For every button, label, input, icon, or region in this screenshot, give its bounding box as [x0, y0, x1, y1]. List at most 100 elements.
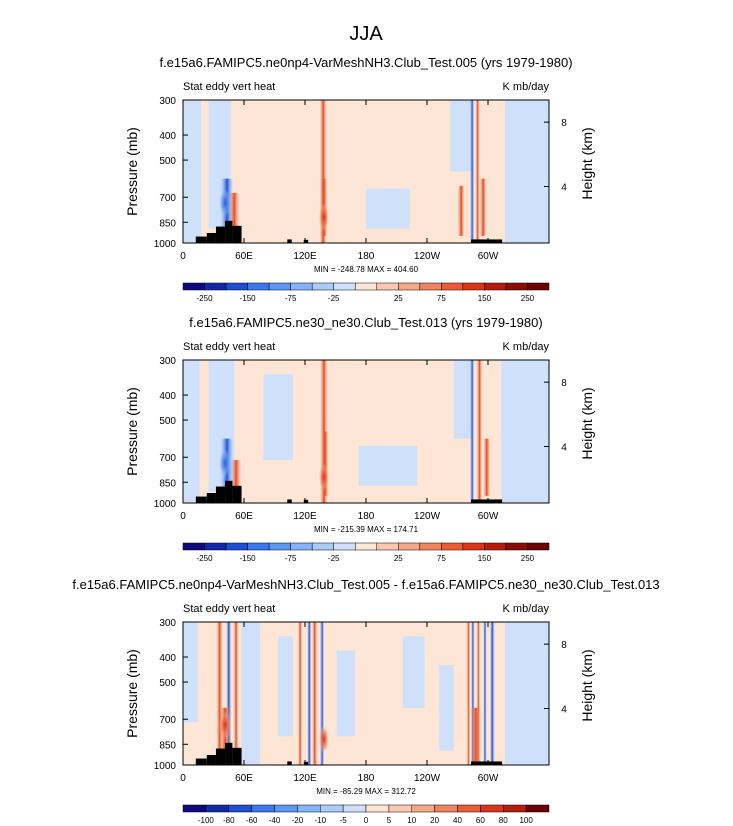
negative-anomaly-region [402, 636, 425, 708]
colorbar-swatch [311, 542, 334, 551]
y-right-tick-label: 8 [561, 118, 567, 129]
colorbar-label: 40 [453, 816, 462, 825]
colorbar-label: -250 [197, 294, 214, 303]
x-tick-label: 0 [180, 511, 186, 522]
y-tick-label: 700 [159, 193, 176, 204]
colorbar-swatch [527, 542, 550, 551]
colorbar-label: -150 [240, 554, 257, 563]
field-name-label: Stat eddy vert heat [183, 81, 275, 93]
panel-1: f.e15a6.FAMIPC5.ne0np4-VarMeshNH3.Club_T… [124, 55, 595, 303]
y-tick-label: 500 [159, 416, 176, 427]
colorbar-swatch [376, 282, 399, 291]
colorbar-swatch [225, 542, 248, 551]
x-tick-label: 0 [180, 773, 186, 784]
colorbar-swatch [505, 542, 528, 551]
topography-mask [287, 761, 292, 765]
x-tick-label: 180 [358, 773, 375, 784]
colorbar-swatch [434, 804, 458, 813]
x-tick-label: 60W [478, 511, 499, 522]
low-level-anomaly [318, 463, 329, 492]
panel-title: f.e15a6.FAMIPC5.ne30_ne30.Club_Test.013 … [189, 315, 542, 330]
x-tick-label: 120E [293, 773, 317, 784]
colorbar-label: 25 [394, 294, 403, 303]
x-tick-label: 60E [235, 251, 253, 262]
colorbar-swatch [441, 282, 464, 291]
x-tick-label: 60E [235, 773, 253, 784]
colorbar-swatch [268, 282, 291, 291]
colorbar-swatch [398, 282, 421, 291]
topography-mask [206, 232, 216, 243]
negative-anomaly-region [358, 445, 418, 486]
y-tick-label: 1000 [154, 761, 177, 772]
colorbar-label: -75 [285, 294, 297, 303]
colorbar-swatch [182, 542, 205, 551]
colorbar-label: -40 [269, 816, 281, 825]
topography-mask [287, 499, 292, 503]
colorbar-swatch [268, 542, 291, 551]
colorbar-swatch [457, 804, 481, 813]
min-max-stats: MIN = -248.78 MAX = 404.60 [314, 265, 419, 274]
y-tick-label: 700 [159, 715, 176, 726]
positive-heating-band [476, 360, 483, 503]
colorbar-label: 75 [437, 554, 446, 563]
colorbar-label: 80 [499, 816, 508, 825]
y-right-tick-label: 8 [561, 378, 567, 389]
topography-mask [232, 225, 242, 243]
negative-anomaly-region [505, 100, 549, 243]
colorbar-swatch [333, 282, 356, 291]
colorbar-swatch [297, 804, 321, 813]
colorbar-label: -25 [328, 554, 340, 563]
x-tick-label: 120E [293, 511, 317, 522]
min-max-stats: MIN = -215.39 MAX = 174.71 [314, 525, 419, 534]
colorbar-label: 20 [430, 816, 439, 825]
negative-anomaly-region [450, 100, 473, 172]
y-tick-label: 1000 [154, 239, 177, 250]
x-tick-label: 0 [180, 251, 186, 262]
colorbar-label: 5 [387, 816, 392, 825]
figure-title: JJA [349, 23, 383, 45]
topography-mask [206, 754, 216, 765]
colorbar-label: 10 [407, 816, 416, 825]
colorbar-label: 60 [476, 816, 485, 825]
x-tick-label: 180 [358, 251, 375, 262]
low-level-anomaly [219, 710, 232, 739]
topography-mask [225, 742, 233, 765]
colorbar-swatch [462, 282, 485, 291]
colorbar-swatch [228, 804, 252, 813]
y-tick-label: 1000 [154, 499, 177, 510]
colorbar-label: -150 [240, 294, 257, 303]
x-tick-label: 60W [478, 251, 499, 262]
positive-heating-band [475, 100, 480, 243]
negative-anomaly-region [336, 650, 356, 737]
topography-mask [471, 499, 503, 503]
colorbar-swatch [388, 804, 412, 813]
positive-heating-band [216, 622, 223, 765]
colorbar-swatch [205, 804, 229, 813]
y-axis-title: Pressure (mb) [124, 649, 140, 738]
colorbar-swatch [204, 282, 227, 291]
colorbar-label: -60 [246, 816, 258, 825]
colorbar-swatch [398, 542, 421, 551]
panel-title: f.e15a6.FAMIPC5.ne0np4-VarMeshNH3.Club_T… [72, 577, 659, 592]
y-right-tick-label: 4 [561, 443, 567, 454]
positive-heating-band [483, 438, 491, 496]
colorbar-swatch [354, 282, 378, 291]
negative-anomaly-region [263, 374, 293, 461]
y-right-axis-title: Height (km) [579, 387, 595, 459]
topography-mask [232, 485, 242, 503]
panel-3: f.e15a6.FAMIPC5.ne0np4-VarMeshNH3.Club_T… [72, 577, 659, 825]
units-label: K mb/day [503, 341, 550, 353]
colorbar-label: -75 [285, 554, 297, 563]
colorbar-label: 100 [519, 816, 533, 825]
colorbar-label: -250 [197, 554, 214, 563]
units-label: K mb/day [503, 603, 550, 615]
x-tick-label: 120W [414, 251, 441, 262]
low-level-anomaly [318, 203, 329, 232]
topography-mask [215, 226, 226, 243]
topography-mask [195, 758, 207, 765]
negative-heating-band [469, 360, 475, 503]
y-right-tick-label: 4 [561, 705, 567, 716]
positive-heating-band [470, 707, 482, 765]
colorbar-label: 250 [521, 554, 535, 563]
y-axis-title: Pressure (mb) [124, 127, 140, 216]
